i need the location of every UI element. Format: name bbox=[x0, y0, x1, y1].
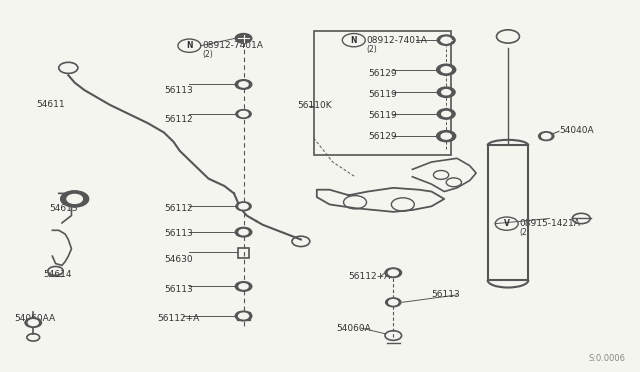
Circle shape bbox=[236, 227, 252, 237]
Circle shape bbox=[236, 80, 252, 89]
Circle shape bbox=[236, 110, 251, 118]
Circle shape bbox=[386, 298, 401, 307]
Circle shape bbox=[239, 313, 248, 319]
Circle shape bbox=[236, 282, 252, 291]
Circle shape bbox=[236, 311, 252, 321]
Circle shape bbox=[61, 191, 89, 207]
Circle shape bbox=[239, 82, 248, 87]
Text: (2): (2) bbox=[367, 45, 377, 54]
Circle shape bbox=[28, 320, 38, 326]
Circle shape bbox=[441, 37, 451, 43]
Circle shape bbox=[388, 270, 398, 276]
Text: (2): (2) bbox=[202, 51, 213, 60]
Text: 54614: 54614 bbox=[43, 270, 71, 279]
Circle shape bbox=[236, 33, 252, 43]
Text: S:0.0006: S:0.0006 bbox=[589, 354, 626, 363]
Text: N: N bbox=[351, 36, 357, 45]
Text: 08912-7401A: 08912-7401A bbox=[202, 41, 263, 50]
Circle shape bbox=[239, 203, 248, 209]
Circle shape bbox=[442, 90, 451, 95]
Circle shape bbox=[239, 111, 248, 117]
Text: 54613: 54613 bbox=[49, 203, 78, 213]
Text: 56110K: 56110K bbox=[298, 101, 332, 110]
Circle shape bbox=[236, 202, 251, 211]
Text: 54630: 54630 bbox=[164, 255, 193, 264]
Circle shape bbox=[436, 131, 456, 142]
Circle shape bbox=[437, 87, 455, 97]
Circle shape bbox=[25, 318, 42, 327]
Text: 56129: 56129 bbox=[368, 132, 396, 141]
Text: 56119: 56119 bbox=[368, 90, 397, 99]
Text: (2): (2) bbox=[520, 228, 530, 237]
Text: N: N bbox=[186, 41, 193, 50]
Bar bbox=[239, 248, 248, 258]
Text: 54060A: 54060A bbox=[336, 324, 371, 333]
Text: 56113: 56113 bbox=[164, 230, 193, 238]
Text: 56129: 56129 bbox=[368, 69, 396, 78]
Circle shape bbox=[385, 268, 401, 278]
Circle shape bbox=[437, 109, 455, 119]
Circle shape bbox=[437, 35, 455, 45]
Text: 54040A: 54040A bbox=[559, 126, 593, 135]
Text: 56113: 56113 bbox=[431, 291, 460, 299]
Circle shape bbox=[539, 132, 554, 141]
Text: 08912-7401A: 08912-7401A bbox=[367, 36, 428, 45]
Bar bbox=[488, 145, 529, 280]
Text: 56112+A: 56112+A bbox=[157, 314, 200, 323]
Text: 54611: 54611 bbox=[36, 100, 65, 109]
Text: 54060AA: 54060AA bbox=[14, 314, 55, 323]
Text: 56113: 56113 bbox=[164, 285, 193, 294]
Text: 08915-1421A: 08915-1421A bbox=[520, 219, 580, 228]
Circle shape bbox=[239, 284, 248, 289]
Circle shape bbox=[388, 300, 398, 305]
Text: 56112: 56112 bbox=[164, 115, 193, 124]
Circle shape bbox=[442, 112, 451, 116]
Text: 56113: 56113 bbox=[164, 86, 193, 94]
Text: 56112+A: 56112+A bbox=[349, 272, 391, 281]
Circle shape bbox=[67, 195, 83, 203]
Circle shape bbox=[441, 67, 451, 73]
Bar bbox=[237, 312, 250, 320]
FancyBboxPatch shape bbox=[314, 31, 451, 155]
Circle shape bbox=[541, 134, 551, 139]
Circle shape bbox=[436, 64, 456, 75]
Text: V: V bbox=[504, 219, 509, 228]
Text: 56119: 56119 bbox=[368, 110, 397, 120]
Text: 56112: 56112 bbox=[164, 203, 193, 213]
Circle shape bbox=[441, 133, 451, 139]
Circle shape bbox=[239, 230, 248, 235]
